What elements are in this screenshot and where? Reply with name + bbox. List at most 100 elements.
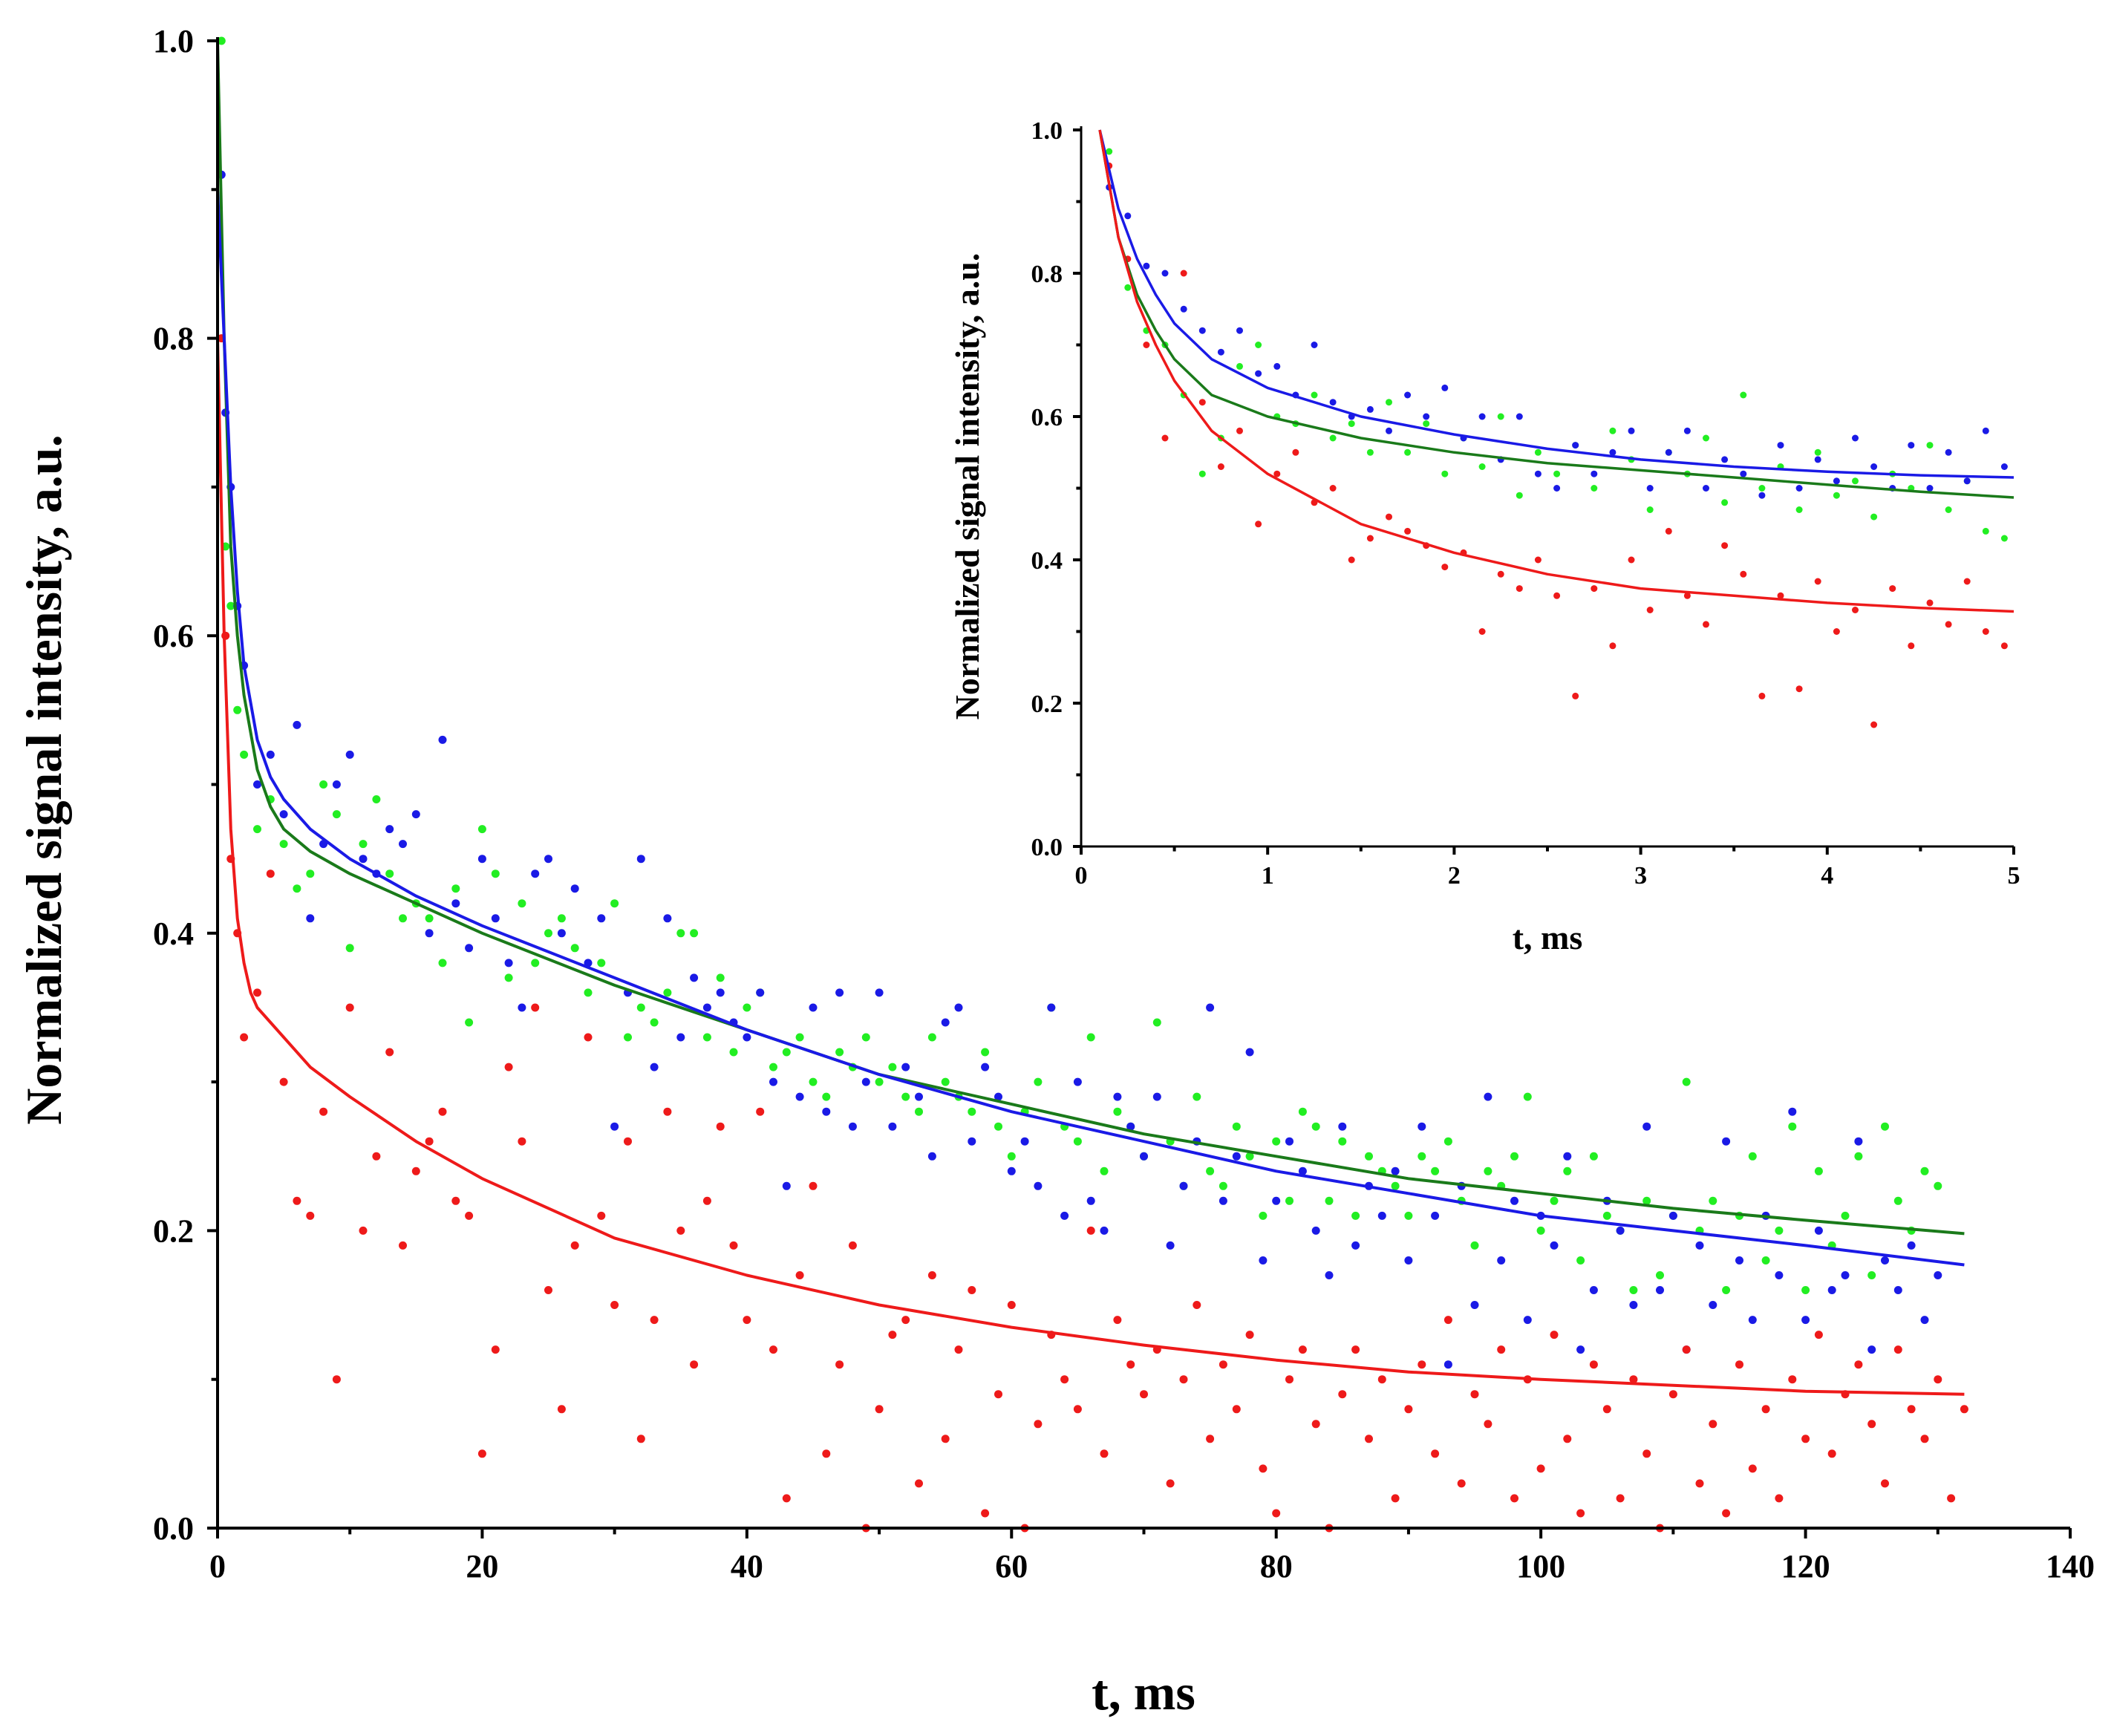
inset-red-fit-line — [1098, 129, 2015, 613]
main-red-point — [1193, 1301, 1201, 1309]
main-blue-point — [1126, 1122, 1135, 1131]
main-green-point — [345, 944, 354, 953]
main-blue-point — [835, 988, 844, 997]
main-blue-point — [1722, 1137, 1731, 1146]
main-red-point — [1484, 1420, 1492, 1429]
main-green-point — [1272, 1137, 1281, 1146]
inset-green-point — [1982, 527, 1989, 535]
inset-red-point — [1217, 463, 1224, 470]
main-green-point — [1418, 1152, 1426, 1161]
main-blue-point — [1113, 1092, 1122, 1101]
inset-blue-point — [1217, 348, 1224, 356]
main-red-point — [1060, 1375, 1069, 1384]
main-blue-point — [954, 1003, 963, 1012]
inset-red-point — [1236, 427, 1243, 434]
main-green-point — [1814, 1166, 1823, 1175]
main-red-point — [968, 1286, 976, 1294]
main-green-point — [1854, 1152, 1863, 1161]
main-red-fit-line — [216, 338, 1965, 1396]
main-green-point — [557, 914, 566, 923]
inset-blue-point — [1945, 448, 1952, 456]
inset-green-point — [1870, 513, 1878, 521]
main-blue-point — [1497, 1256, 1506, 1265]
main-red-point — [1166, 1479, 1175, 1488]
main-red-point — [624, 1137, 632, 1146]
main-red-point — [795, 1271, 804, 1279]
main-green-point — [743, 1003, 751, 1012]
inset-red-point — [1534, 556, 1542, 564]
inset-blue-point — [1273, 362, 1281, 370]
main-blue-point — [690, 973, 699, 982]
main-red-point — [1443, 1316, 1452, 1325]
main-blue-point — [425, 929, 434, 938]
main-blue-point — [1140, 1152, 1148, 1161]
main-blue-point — [981, 1063, 990, 1071]
inset-green-point — [1236, 362, 1243, 370]
inset-red-point — [1161, 434, 1169, 442]
main-blue-point — [822, 1107, 831, 1116]
inset-green-point — [1478, 463, 1486, 470]
main-blue-point — [1484, 1092, 1492, 1101]
inset-green-point — [1255, 342, 1262, 348]
inset-x-tick-label: 0 — [1075, 862, 1088, 890]
main-red-point — [544, 1286, 552, 1294]
inset-red-point — [1441, 564, 1449, 571]
main-green-point — [1325, 1196, 1334, 1205]
main-red-point — [1219, 1360, 1227, 1369]
main-y-tick-label: 0.6 — [153, 618, 194, 654]
main-blue-point — [1881, 1256, 1889, 1265]
main-blue-point — [1272, 1196, 1281, 1205]
main-green-point — [1365, 1152, 1373, 1161]
main-blue-point — [1060, 1211, 1069, 1220]
inset-red-point — [1758, 692, 1766, 699]
main-red-point — [1470, 1390, 1479, 1399]
main-green-point — [1841, 1211, 1850, 1220]
inset-green-point — [1106, 148, 1113, 155]
inset-green-point — [1721, 499, 1729, 506]
main-blue-point — [570, 884, 579, 893]
main-green-point — [531, 959, 540, 967]
main-blue-point — [465, 944, 474, 953]
main-green-point — [994, 1122, 1002, 1131]
main-blue-point — [1325, 1271, 1334, 1279]
main-blue-point — [716, 988, 725, 997]
inset-red-point — [1348, 556, 1355, 564]
inset-red-point — [1143, 342, 1150, 348]
main-red-point — [372, 1152, 381, 1161]
main-blue-point — [1735, 1256, 1743, 1265]
main-green-point — [1484, 1166, 1492, 1175]
main-green-point — [927, 1033, 936, 1042]
main-blue-point — [385, 825, 394, 834]
inset-red-point — [1945, 621, 1952, 628]
main-red-point — [1788, 1375, 1797, 1384]
main-green-point — [253, 825, 261, 834]
main-blue-point — [1867, 1345, 1876, 1354]
inset-x-axis-title: t, ms — [1513, 918, 1583, 956]
main-red-point — [1920, 1435, 1929, 1443]
main-green-point — [1589, 1152, 1598, 1161]
main-blue-point — [306, 914, 315, 923]
inset-data-points — [1106, 148, 2008, 728]
main-y-tick-label: 0.0 — [153, 1510, 194, 1547]
main-blue-point — [1418, 1122, 1426, 1131]
main-blue-point — [1285, 1137, 1293, 1146]
main-red-point — [504, 1063, 513, 1071]
main-green-point — [676, 929, 685, 938]
inset-red-point — [1721, 542, 1729, 549]
main-red-point — [491, 1345, 500, 1354]
main-red-point — [888, 1331, 897, 1339]
inset-red-point — [1982, 628, 1989, 635]
main-green-point — [1682, 1077, 1691, 1086]
main-green-point — [240, 750, 249, 759]
main-blue-point — [597, 914, 606, 923]
main-blue-point — [1589, 1286, 1598, 1294]
main-red-point — [477, 1449, 486, 1458]
inset-blue-point — [1180, 305, 1187, 313]
main-red-point — [676, 1226, 685, 1235]
main-green-point — [597, 959, 606, 967]
main-green-point — [279, 840, 288, 849]
main-red-point — [915, 1479, 923, 1488]
main-green-point — [306, 869, 315, 878]
main-green-point — [769, 1063, 777, 1071]
